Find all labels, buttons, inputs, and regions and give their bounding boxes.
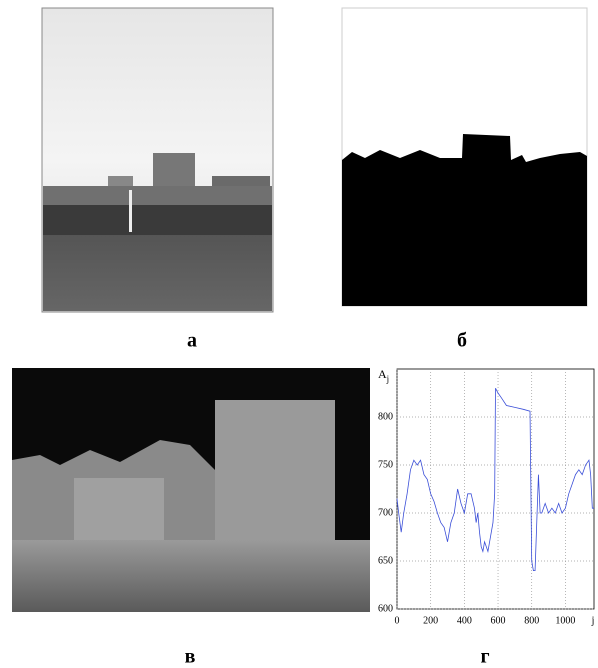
y-axis-label: Aj <box>378 367 389 384</box>
panel-label: в <box>185 646 196 668</box>
y-tick-label: 750 <box>378 459 393 470</box>
y-tick-label: 700 <box>378 507 393 518</box>
x-axis-label: j <box>591 615 595 626</box>
panel-label: г <box>480 646 489 668</box>
panel-label: б <box>457 330 467 352</box>
thermal-c <box>12 368 370 612</box>
x-tick-label: 1000 <box>555 615 575 626</box>
y-tick-label: 650 <box>378 555 393 566</box>
x-tick-label: 200 <box>423 615 438 626</box>
y-axis-label-subscript: j <box>386 374 390 384</box>
x-tick-label: 400 <box>457 615 472 626</box>
photo-a <box>41 7 274 313</box>
y-tick-label: 800 <box>378 411 393 422</box>
panel-label: а <box>187 330 197 352</box>
x-tick-label: 0 <box>395 615 400 626</box>
mask-b <box>341 7 588 307</box>
x-tick-label: 600 <box>491 615 506 626</box>
y-axis-label-base: A <box>378 367 387 381</box>
y-tick-label: 600 <box>378 603 393 614</box>
x-tick-label: 800 <box>524 615 539 626</box>
data-line <box>396 388 594 571</box>
